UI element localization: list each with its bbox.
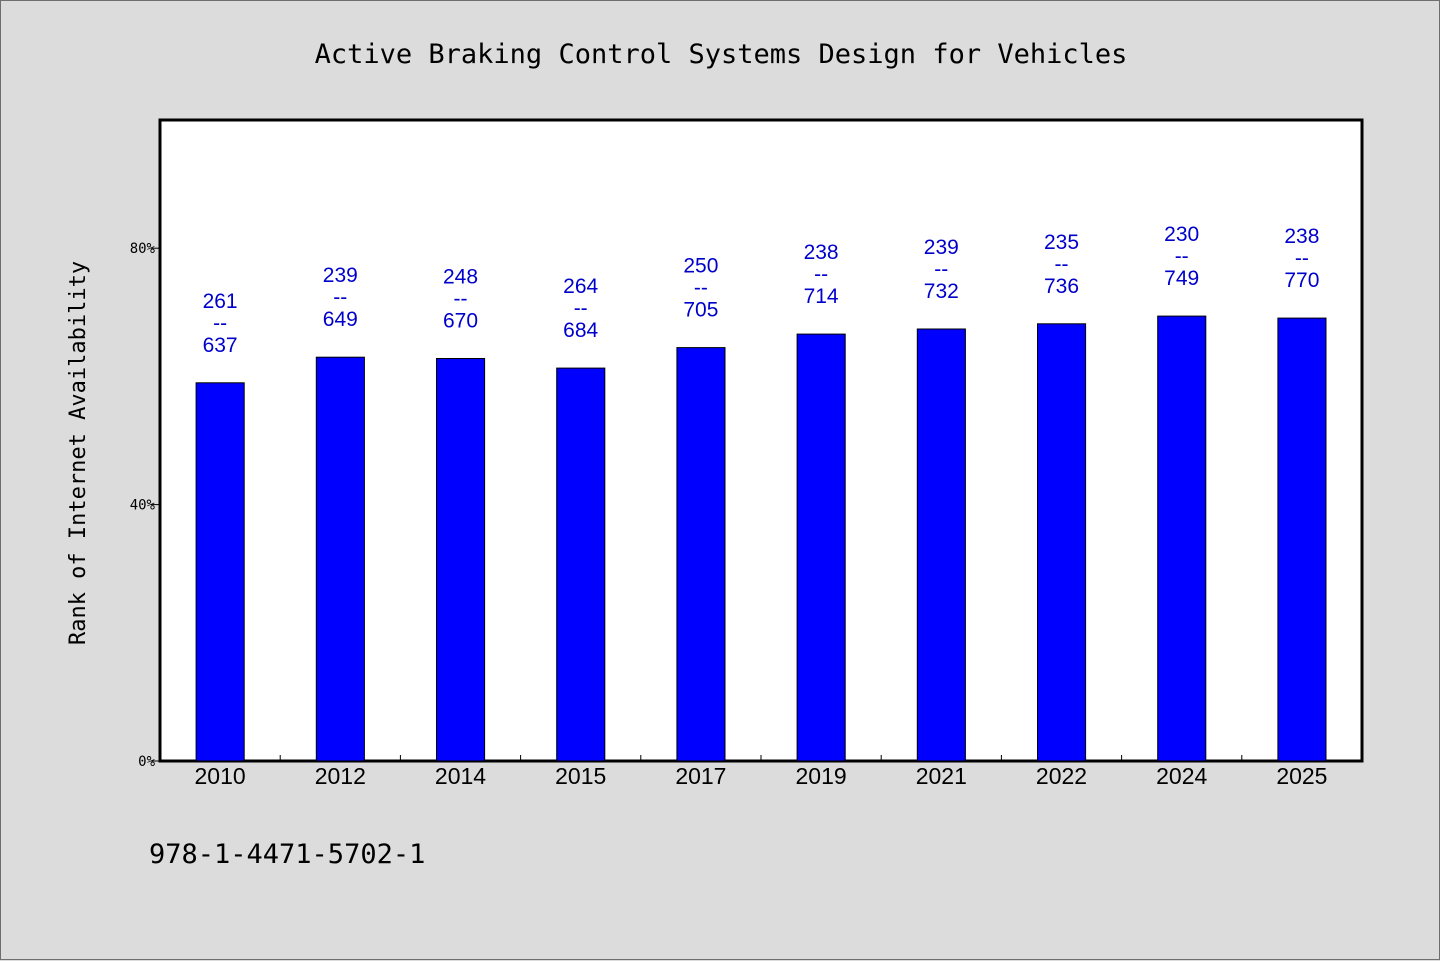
y-axis-ticks: 0% 40% 80% [130,241,160,770]
data-label-top-2019: 238 [804,241,839,264]
bar-2019 [796,333,846,762]
data-label-bottom-2015: 684 [563,319,598,342]
footnote: 978-1-4471-5702-1 [149,839,425,870]
data-label-separator-2022: -- [1055,253,1069,276]
data-label-bottom-2025: 770 [1284,269,1319,292]
y-tick-label: 0% [138,754,155,770]
bar-2017 [676,347,726,762]
data-label-bottom-2010: 637 [203,334,238,357]
data-label-separator-2019: -- [814,263,828,286]
data-label-bottom-2017: 705 [683,299,718,322]
chart-title: Active Braking Control Systems Design fo… [315,39,1128,70]
data-label-separator-2015: -- [574,297,588,320]
bar-2014 [436,358,486,762]
data-labels-layer: 261--637239--649248--670264--684250--705… [203,223,1320,357]
data-label-top-2025: 238 [1284,225,1319,248]
y-tick-label: 80% [130,241,156,257]
bar-2010 [195,382,245,762]
bar-2025 [1277,317,1327,762]
data-label-top-2010: 261 [203,290,238,313]
data-label-top-2012: 239 [323,264,358,287]
y-axis-label: Rank of Internet Availability [66,261,91,645]
x-tick-label-2014: 2014 [435,763,486,789]
data-label-top-2022: 235 [1044,231,1079,254]
bar-2022 [1037,323,1087,762]
data-label-top-2015: 264 [563,275,598,298]
x-tick-label-2012: 2012 [315,763,366,789]
data-label-bottom-2012: 649 [323,308,358,331]
x-axis-ticks: 2010 2012 2014 2015 2017 2019 2021 2022 2024 2025 [195,755,1327,789]
x-tick-label-2024: 2024 [1156,763,1207,789]
x-tick-label-2015: 2015 [555,763,606,789]
data-label-bottom-2014: 670 [443,309,478,332]
x-tick-label-2022: 2022 [1036,763,1087,789]
data-label-bottom-2022: 736 [1044,275,1079,298]
data-label-separator-2014: -- [454,287,468,310]
data-label-bottom-2019: 714 [804,285,839,308]
data-label-top-2017: 250 [683,255,718,278]
bar-2012 [315,356,365,762]
bars-layer [195,315,1327,762]
x-tick-label-2017: 2017 [675,763,726,789]
data-label-bottom-2021: 732 [924,280,959,303]
bar-2021 [916,328,966,762]
y-tick-label: 40% [130,498,156,514]
data-label-separator-2021: -- [934,258,948,281]
data-label-separator-2010: -- [213,312,227,335]
data-label-top-2021: 239 [924,236,959,259]
data-label-separator-2024: -- [1175,245,1189,268]
x-tick-label-2021: 2021 [916,763,967,789]
data-label-separator-2025: -- [1295,247,1309,270]
data-label-separator-2017: -- [694,277,708,300]
bar-2024 [1157,315,1207,762]
bar-2015 [556,367,606,762]
x-tick-label-2025: 2025 [1276,763,1327,789]
data-label-bottom-2024: 749 [1164,267,1199,290]
data-label-separator-2012: -- [333,286,347,309]
x-tick-label-2019: 2019 [796,763,847,789]
data-label-top-2024: 230 [1164,223,1199,246]
x-tick-label-2010: 2010 [195,763,246,789]
data-label-top-2014: 248 [443,265,478,288]
